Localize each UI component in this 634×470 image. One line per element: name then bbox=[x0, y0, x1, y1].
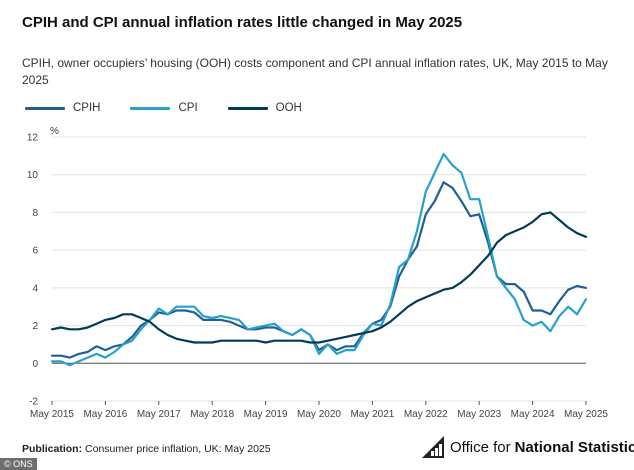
x-tick-label: May 2016 bbox=[83, 409, 127, 420]
y-tick-label: -2 bbox=[29, 397, 38, 408]
legend-label-ooh: OOH bbox=[275, 102, 302, 114]
x-tick-label: May 2023 bbox=[457, 409, 501, 420]
publication-text: Consumer price inflation, UK: May 2025 bbox=[85, 443, 271, 455]
y-axis-tick-labels: -2 0 2 4 6 8 10 12 bbox=[27, 133, 39, 408]
y-tick-label: 4 bbox=[32, 283, 38, 294]
x-tick-label: May 2018 bbox=[190, 409, 234, 420]
x-tick-label: May 2015 bbox=[30, 409, 74, 420]
x-axis-tick-labels: May 2015 May 2016 May 2017 May 2018 May 2019… bbox=[30, 401, 608, 420]
legend-label-cpih: CPIH bbox=[73, 102, 101, 114]
series-line-ooh bbox=[50, 211, 588, 344]
x-tick-label: May 2025 bbox=[564, 409, 608, 420]
legend-item-ooh: OOH bbox=[227, 102, 302, 114]
y-tick-label: 10 bbox=[27, 170, 39, 181]
legend-swatch-cpi bbox=[130, 106, 171, 110]
ons-logo-strong: National Statistics bbox=[514, 438, 634, 456]
y-tick-label: 6 bbox=[32, 246, 38, 257]
x-tick-label: May 2019 bbox=[244, 409, 288, 420]
y-tick-label: 12 bbox=[27, 133, 39, 144]
series-lines bbox=[50, 152, 588, 367]
ons-logo-prefix: Office for bbox=[450, 438, 511, 456]
y-tick-label: 8 bbox=[32, 208, 38, 219]
y-tick-label: 2 bbox=[32, 321, 38, 332]
ons-logo: Office for National Statistics bbox=[422, 436, 634, 458]
y-tick-label: 0 bbox=[32, 359, 38, 370]
x-tick-label: May 2020 bbox=[297, 409, 341, 420]
legend-item-cpi: CPI bbox=[130, 102, 198, 114]
x-tick-label: May 2024 bbox=[511, 409, 555, 420]
legend-item-cpih: CPIH bbox=[25, 102, 100, 114]
chart-legend: CPIH CPI OOH bbox=[25, 100, 332, 116]
legend-swatch-cpih bbox=[25, 106, 65, 110]
x-tick-label: May 2022 bbox=[404, 409, 448, 420]
x-tick-label: May 2017 bbox=[137, 409, 181, 420]
image-credit: © ONS bbox=[0, 458, 37, 470]
x-tick-label: May 2021 bbox=[350, 409, 394, 420]
grid-lines bbox=[52, 136, 586, 402]
series-line-cpih bbox=[50, 181, 588, 359]
publication-label: Publication: bbox=[22, 443, 83, 455]
legend-label-cpi: CPI bbox=[178, 102, 198, 114]
legend-swatch-ooh bbox=[227, 106, 268, 110]
chart-subtitle: CPIH, owner occupiers’ housing (OOH) cos… bbox=[22, 56, 608, 87]
chart-title: CPIH and CPI annual inflation rates litt… bbox=[22, 14, 463, 31]
series-line-cpi bbox=[50, 152, 588, 367]
y-axis-label: % bbox=[50, 126, 59, 137]
publication-note: Publication: Consumer price inflation, U… bbox=[22, 443, 271, 455]
ons-logo-icon bbox=[422, 436, 444, 458]
